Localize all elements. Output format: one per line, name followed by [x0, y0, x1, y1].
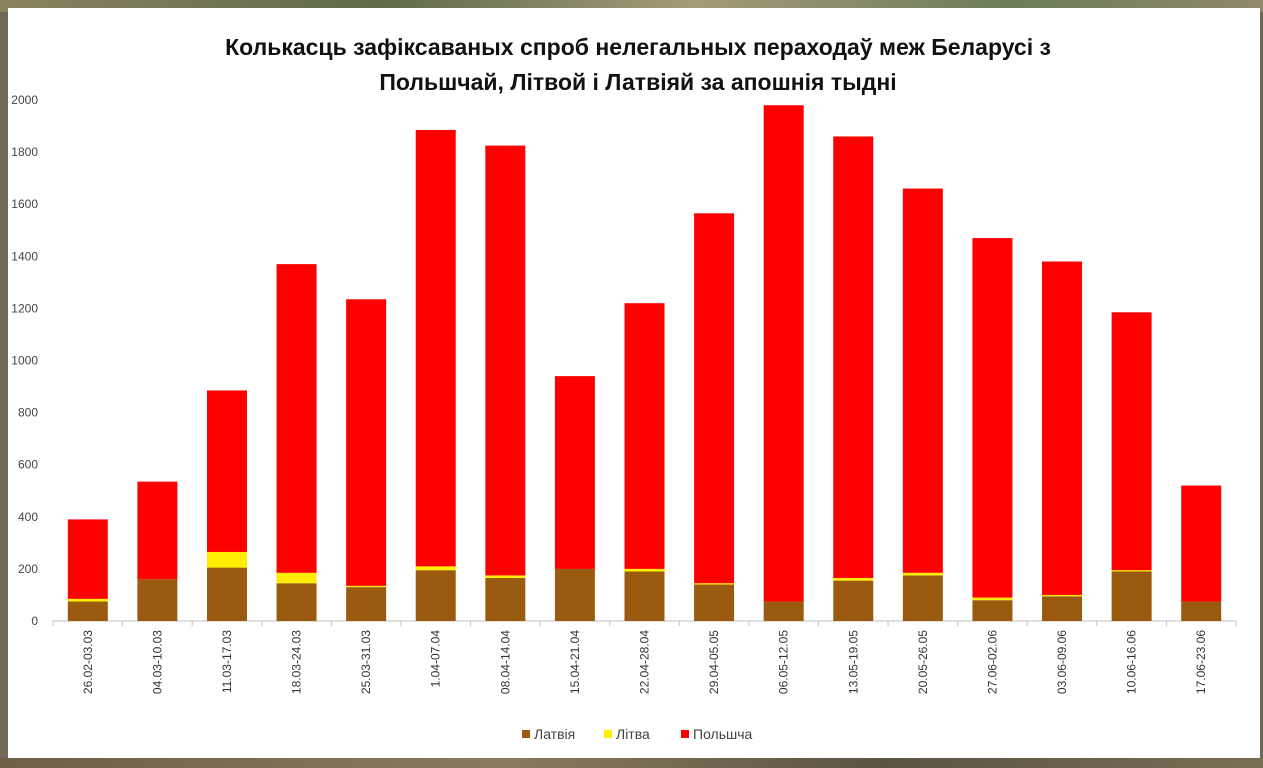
- bar-segment: [833, 580, 874, 621]
- x-tick-label: 08.04-14.04: [498, 630, 512, 694]
- bar-segment: [346, 587, 387, 621]
- x-tick-label: 25.03-31.03: [359, 630, 373, 694]
- bar-segment: [1111, 570, 1152, 572]
- y-tick-label: 0: [31, 614, 38, 628]
- bar-segment: [1181, 485, 1222, 602]
- bar-segment: [624, 303, 665, 569]
- bar-segment: [276, 264, 317, 573]
- chart-title-line-2: Польшчай, Літвой і Латвіяй за апошнія ты…: [379, 69, 897, 95]
- bar-segment: [763, 601, 804, 621]
- legend-label: Латвія: [534, 726, 575, 742]
- bar-segment: [972, 600, 1013, 621]
- bar-segment: [67, 598, 108, 602]
- chart-title-line-1: Колькасць зафіксаваных спроб нелегальных…: [225, 34, 1051, 60]
- background-photo-bottom: [0, 758, 1263, 768]
- bar-segment: [276, 583, 317, 621]
- x-tick-label: 1.04-07.04: [429, 630, 443, 688]
- bar-segment: [554, 568, 595, 621]
- y-tick-label: 2000: [11, 93, 38, 107]
- bar-segment: [972, 597, 1013, 601]
- bar-segment: [137, 481, 178, 580]
- y-tick-label: 200: [18, 562, 38, 576]
- bar-segment: [485, 575, 526, 579]
- legend-swatch: [604, 730, 612, 738]
- x-tick-label: 04.03-10.03: [150, 630, 164, 694]
- chart-title: Колькасць зафіксаваных спроб нелегальных…: [128, 30, 1148, 100]
- bar-segment: [694, 213, 735, 584]
- bar-segment: [206, 567, 247, 621]
- bar-segment: [415, 570, 456, 621]
- bar-segment: [972, 238, 1013, 598]
- bar-segment: [206, 390, 247, 552]
- bar-segment: [415, 129, 456, 567]
- bar-segment: [67, 519, 108, 599]
- bar-segment: [1111, 571, 1152, 621]
- bar-segment: [1111, 312, 1152, 571]
- bar-segment: [1042, 594, 1083, 597]
- bar-segment: [902, 188, 943, 573]
- legend-label: Польшча: [693, 726, 753, 742]
- bar-segment: [763, 105, 804, 602]
- bar-segment: [1042, 596, 1083, 621]
- bar-segment: [694, 584, 735, 621]
- chart-card: Колькасць зафіксаваных спроб нелегальных…: [8, 8, 1260, 758]
- y-tick-label: 1800: [11, 145, 38, 159]
- x-tick-label: 06.05-12.05: [777, 630, 791, 694]
- x-tick-label: 26.02-03.03: [81, 630, 95, 694]
- x-tick-label: 11.03-17.03: [220, 630, 234, 693]
- x-tick-label: 03.06-09.06: [1055, 630, 1069, 694]
- x-tick-label: 29.04-05.05: [707, 630, 721, 694]
- bar-segment: [137, 579, 178, 621]
- y-tick-label: 800: [18, 406, 38, 420]
- bar-segment: [902, 575, 943, 621]
- y-tick-label: 1600: [11, 197, 38, 211]
- bar-segment: [554, 376, 595, 569]
- x-tick-label: 15.04-21.04: [568, 630, 582, 694]
- bar-segment: [624, 568, 665, 572]
- x-tick-label: 10.06-16.06: [1125, 630, 1139, 694]
- y-tick-label: 600: [18, 458, 38, 472]
- legend-swatch: [522, 730, 530, 738]
- legend-label: Літва: [616, 726, 650, 742]
- bar-segment: [624, 571, 665, 621]
- x-tick-label: 18.03-24.03: [290, 630, 304, 694]
- bar-segment: [1181, 601, 1222, 621]
- y-tick-label: 1000: [11, 354, 38, 368]
- y-tick-label: 1200: [11, 301, 38, 315]
- x-tick-label: 20.05-26.05: [916, 630, 930, 694]
- bar-segment: [833, 136, 874, 579]
- bar-segment: [485, 145, 526, 576]
- y-tick-label: 1400: [11, 249, 38, 263]
- bar-segment: [67, 601, 108, 621]
- legend-swatch: [681, 730, 689, 738]
- bar-segment: [902, 572, 943, 576]
- bar-segment: [485, 578, 526, 621]
- bar-segment: [206, 551, 247, 568]
- bar-segment: [346, 585, 387, 588]
- bar-segment: [276, 572, 317, 584]
- y-tick-label: 400: [18, 510, 38, 524]
- bar-segment: [833, 578, 874, 581]
- x-tick-label: 27.06-02.06: [985, 630, 999, 694]
- bar-segment: [415, 566, 456, 571]
- bar-segment: [346, 299, 387, 586]
- x-tick-label: 17.06-23.06: [1194, 630, 1208, 694]
- bar-segment: [694, 583, 735, 585]
- x-tick-label: 22.04-28.04: [638, 630, 652, 694]
- bar-segment: [1042, 261, 1083, 595]
- x-tick-label: 13.05-19.05: [846, 630, 860, 694]
- stacked-bar-chart: 0 200 400 600 800 1000 1200 1400 1600 1800 2000 26.…: [11, 93, 1237, 742]
